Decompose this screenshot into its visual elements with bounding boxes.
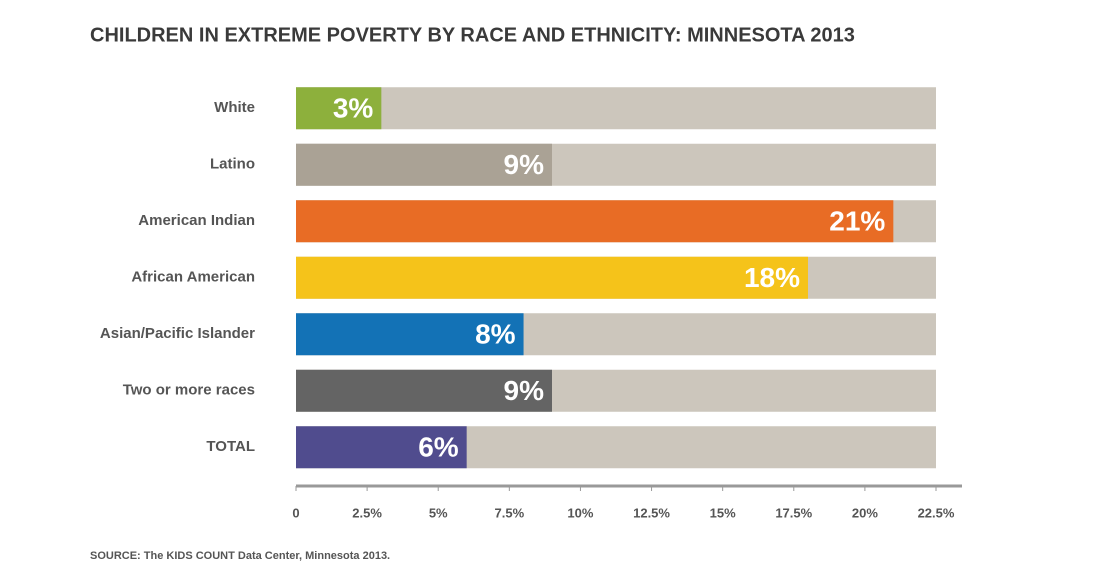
bar [296, 369, 552, 412]
bar [296, 313, 524, 356]
category-label: Asian/Pacific Islander [100, 325, 255, 342]
category-label: Latino [210, 156, 255, 173]
x-tick-label: 2.5% [352, 505, 382, 520]
x-tick-label: 0 [292, 505, 299, 520]
category-label: Two or more races [123, 382, 255, 399]
bar [296, 256, 808, 299]
chart-title: CHILDREN IN EXTREME POVERTY BY RACE AND … [90, 24, 855, 46]
value-label: 9% [504, 149, 545, 180]
value-label: 8% [475, 319, 516, 350]
bar [296, 200, 894, 243]
category-label: African American [131, 269, 255, 286]
x-tick-label: 12.5% [633, 505, 670, 520]
source-note: SOURCE: The KIDS COUNT Data Center, Minn… [90, 550, 390, 562]
x-tick-label: 17.5% [775, 505, 812, 520]
value-label: 18% [744, 262, 800, 293]
bar [296, 426, 467, 469]
value-label: 21% [829, 206, 885, 237]
bar [296, 143, 552, 186]
value-label: 3% [333, 93, 374, 124]
x-tick-label: 22.5% [918, 505, 955, 520]
x-tick-label: 5% [429, 505, 448, 520]
value-label: 9% [504, 375, 545, 406]
category-label: American Indian [138, 212, 255, 229]
category-label: TOTAL [206, 438, 255, 455]
x-tick-label: 15% [710, 505, 736, 520]
x-tick-label: 10% [567, 505, 593, 520]
bar [296, 87, 382, 130]
x-tick-label: 7.5% [495, 505, 525, 520]
bar-track [296, 87, 936, 130]
x-tick-label: 20% [852, 505, 878, 520]
category-label: White [214, 99, 255, 116]
value-label: 6% [418, 432, 459, 463]
